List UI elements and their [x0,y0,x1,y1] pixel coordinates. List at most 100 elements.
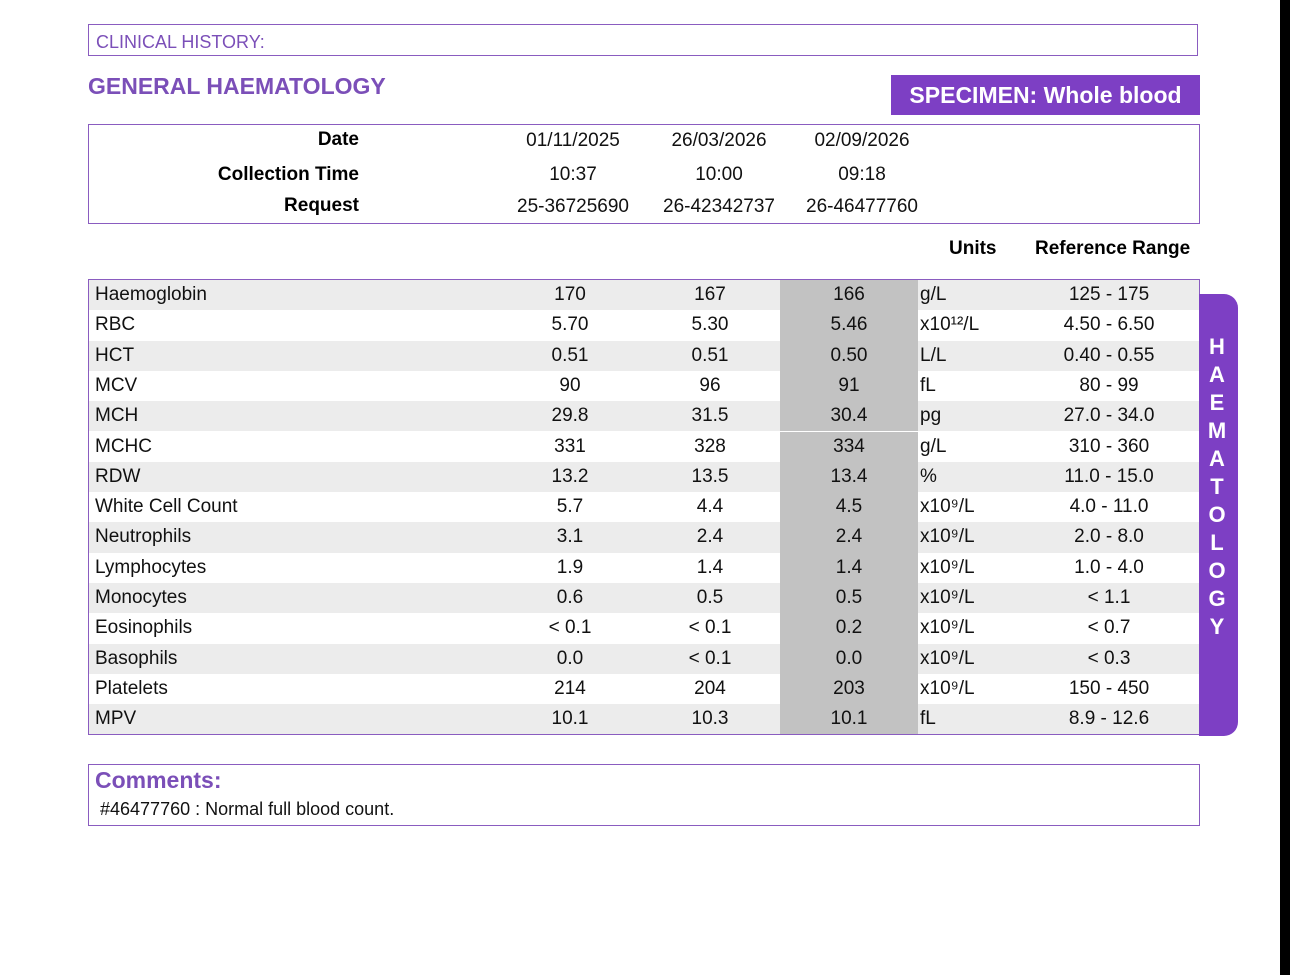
result-value: 0.0 [556,647,584,669]
unit: x10⁹/L [920,526,975,548]
latest-column-shade [780,340,918,371]
table-row: Platelets 214 204 203 x10⁹/L 150 - 450 [89,673,1199,705]
result-value: 328 [694,435,726,457]
latest-result-value: 166 [833,284,865,305]
test-name: Eosinophils [95,617,193,639]
result-value: 331 [554,435,586,457]
unit: pg [920,405,942,427]
side-tab-letter: A [1209,362,1225,387]
unit: fL [920,708,936,730]
test-name: MCH [95,405,139,427]
unit: % [920,465,937,487]
date-value: 26/03/2026 [671,130,767,151]
latest-result-value: 2.4 [835,526,863,548]
time-value: 10:37 [549,164,597,185]
test-name: White Cell Count [95,496,238,518]
table-row: RDW 13.2 13.5 13.4% 11.0 - 15.0 [89,461,1199,493]
unit: L/L [920,344,947,366]
date-label: Date [317,129,359,150]
reference-range: 4.0 - 11.0 [1069,496,1149,518]
latest-column-shade [780,431,918,462]
table-row: MCV 90 96 91 fL 80 - 99 [89,370,1199,402]
latest-column-shade [780,643,918,674]
test-name: Lymphocytes [95,556,207,578]
test-name: RBC [95,314,136,336]
latest-column-shade [780,552,918,583]
latest-result-value: 203 [833,677,865,699]
test-name: MCV [95,374,138,396]
request-value: 25-36725690 [517,196,629,217]
collection-time-label: Collection Time [217,164,359,185]
result-value: 29.8 [551,405,589,427]
side-tab-letter: T [1210,474,1224,499]
reference-range: 150 - 450 [1068,677,1150,699]
unit: x10⁹/L [920,647,975,669]
reference-range: 125 - 175 [1068,284,1150,305]
table-row: Lymphocytes 1.9 1.4 1.4 x10⁹/L 1.0 - 4.0 [89,552,1199,583]
reference-range: < 1.1 [1087,587,1131,608]
result-value: 204 [694,677,726,699]
latest-result-value: 334 [833,435,865,457]
side-tab-letter: A [1209,446,1225,471]
request-label: Request [284,195,359,216]
reference-range: 8.9 - 12.6 [1068,708,1150,730]
table-row: Eosinophils < 0.1 < 0.1 0.2 x10⁹/L < 0.7 [89,613,1199,644]
result-value: < 0.1 [548,617,592,639]
table-row: MPV 10.1 10.3 10.1 fL 8.9 - 12.6 [89,704,1199,734]
request-value: 26-42342737 [663,196,775,217]
request-header: Date Collection Time Request 01/11/2025 … [88,124,1200,224]
result-value: 31.5 [691,405,729,427]
test-name: HCT [95,344,135,366]
latest-column-shade [780,673,918,705]
unit: x10⁹/L [920,677,975,699]
specimen-badge: SPECIMEN: Whole blood [891,75,1200,115]
test-name: Neutrophils [95,526,192,548]
reference-range: 2.0 - 8.0 [1074,526,1144,548]
test-name: RDW [95,465,141,487]
result-value: 5.7 [556,496,584,518]
latest-result-value: 1.4 [835,556,863,578]
result-value: 2.4 [696,526,724,548]
unit: x10⁹/L [920,617,975,639]
unit: x10¹²/L [920,314,980,336]
table-row: MCHC 331 328 334 g/L 310 - 360 [89,431,1199,462]
result-value: 1.4 [696,556,724,578]
comments-title: Comments: [95,767,222,793]
reference-range: < 0.7 [1087,617,1131,639]
reference-range: 310 - 360 [1068,435,1150,457]
table-row: RBC 5.70 5.30 5.46 x10¹²/L 4.50 - 6.50 [89,310,1199,341]
units-header: Units [949,238,997,259]
date-value: 02/09/2026 [814,130,910,151]
latest-column-shade [780,704,918,734]
result-value: < 0.1 [688,617,732,639]
side-tab-letter: E [1209,390,1225,415]
reference-range: 11.0 - 15.0 [1064,465,1154,487]
latest-column-shade [780,613,918,644]
table-row: MCH 29.8 31.5 30.4 pg 27.0 - 34.0 [89,401,1199,432]
reference-range: 80 - 99 [1079,374,1139,396]
result-value: 214 [554,677,586,699]
side-tab-letter: O [1208,558,1226,583]
latest-result-value: 0.2 [835,617,863,639]
table-row: Neutrophils 3.1 2.4 2.4 x10⁹/L 2.0 - 8.0 [89,522,1199,553]
table-row: HCT 0.51 0.51 0.50 L/L 0.40 - 0.55 [89,340,1199,371]
latest-result-value: 0.50 [830,344,868,366]
latest-column-shade [780,522,918,553]
comments-text: #46477760 : Normal full blood count. [100,799,395,819]
result-value: 10.3 [691,708,729,730]
result-value: 10.1 [551,708,589,730]
result-value: 13.5 [691,465,729,487]
clinical-history-box: CLINICAL HISTORY: [88,24,1198,56]
unit: fL [920,374,936,396]
test-name: Platelets [95,677,168,699]
unit: g/L [920,435,947,457]
results-table: Haemoglobin 170 167 166 g/L 125 - 175 RBC 5.70 5… [88,279,1200,735]
result-value: 5.30 [691,314,729,336]
result-value: 5.70 [551,314,589,336]
clinical-history-label: CLINICAL HISTORY: [96,32,265,52]
side-tab-letter: G [1208,586,1226,611]
latest-result-value: 91 [838,374,860,396]
request-value: 26-46477760 [806,196,918,217]
